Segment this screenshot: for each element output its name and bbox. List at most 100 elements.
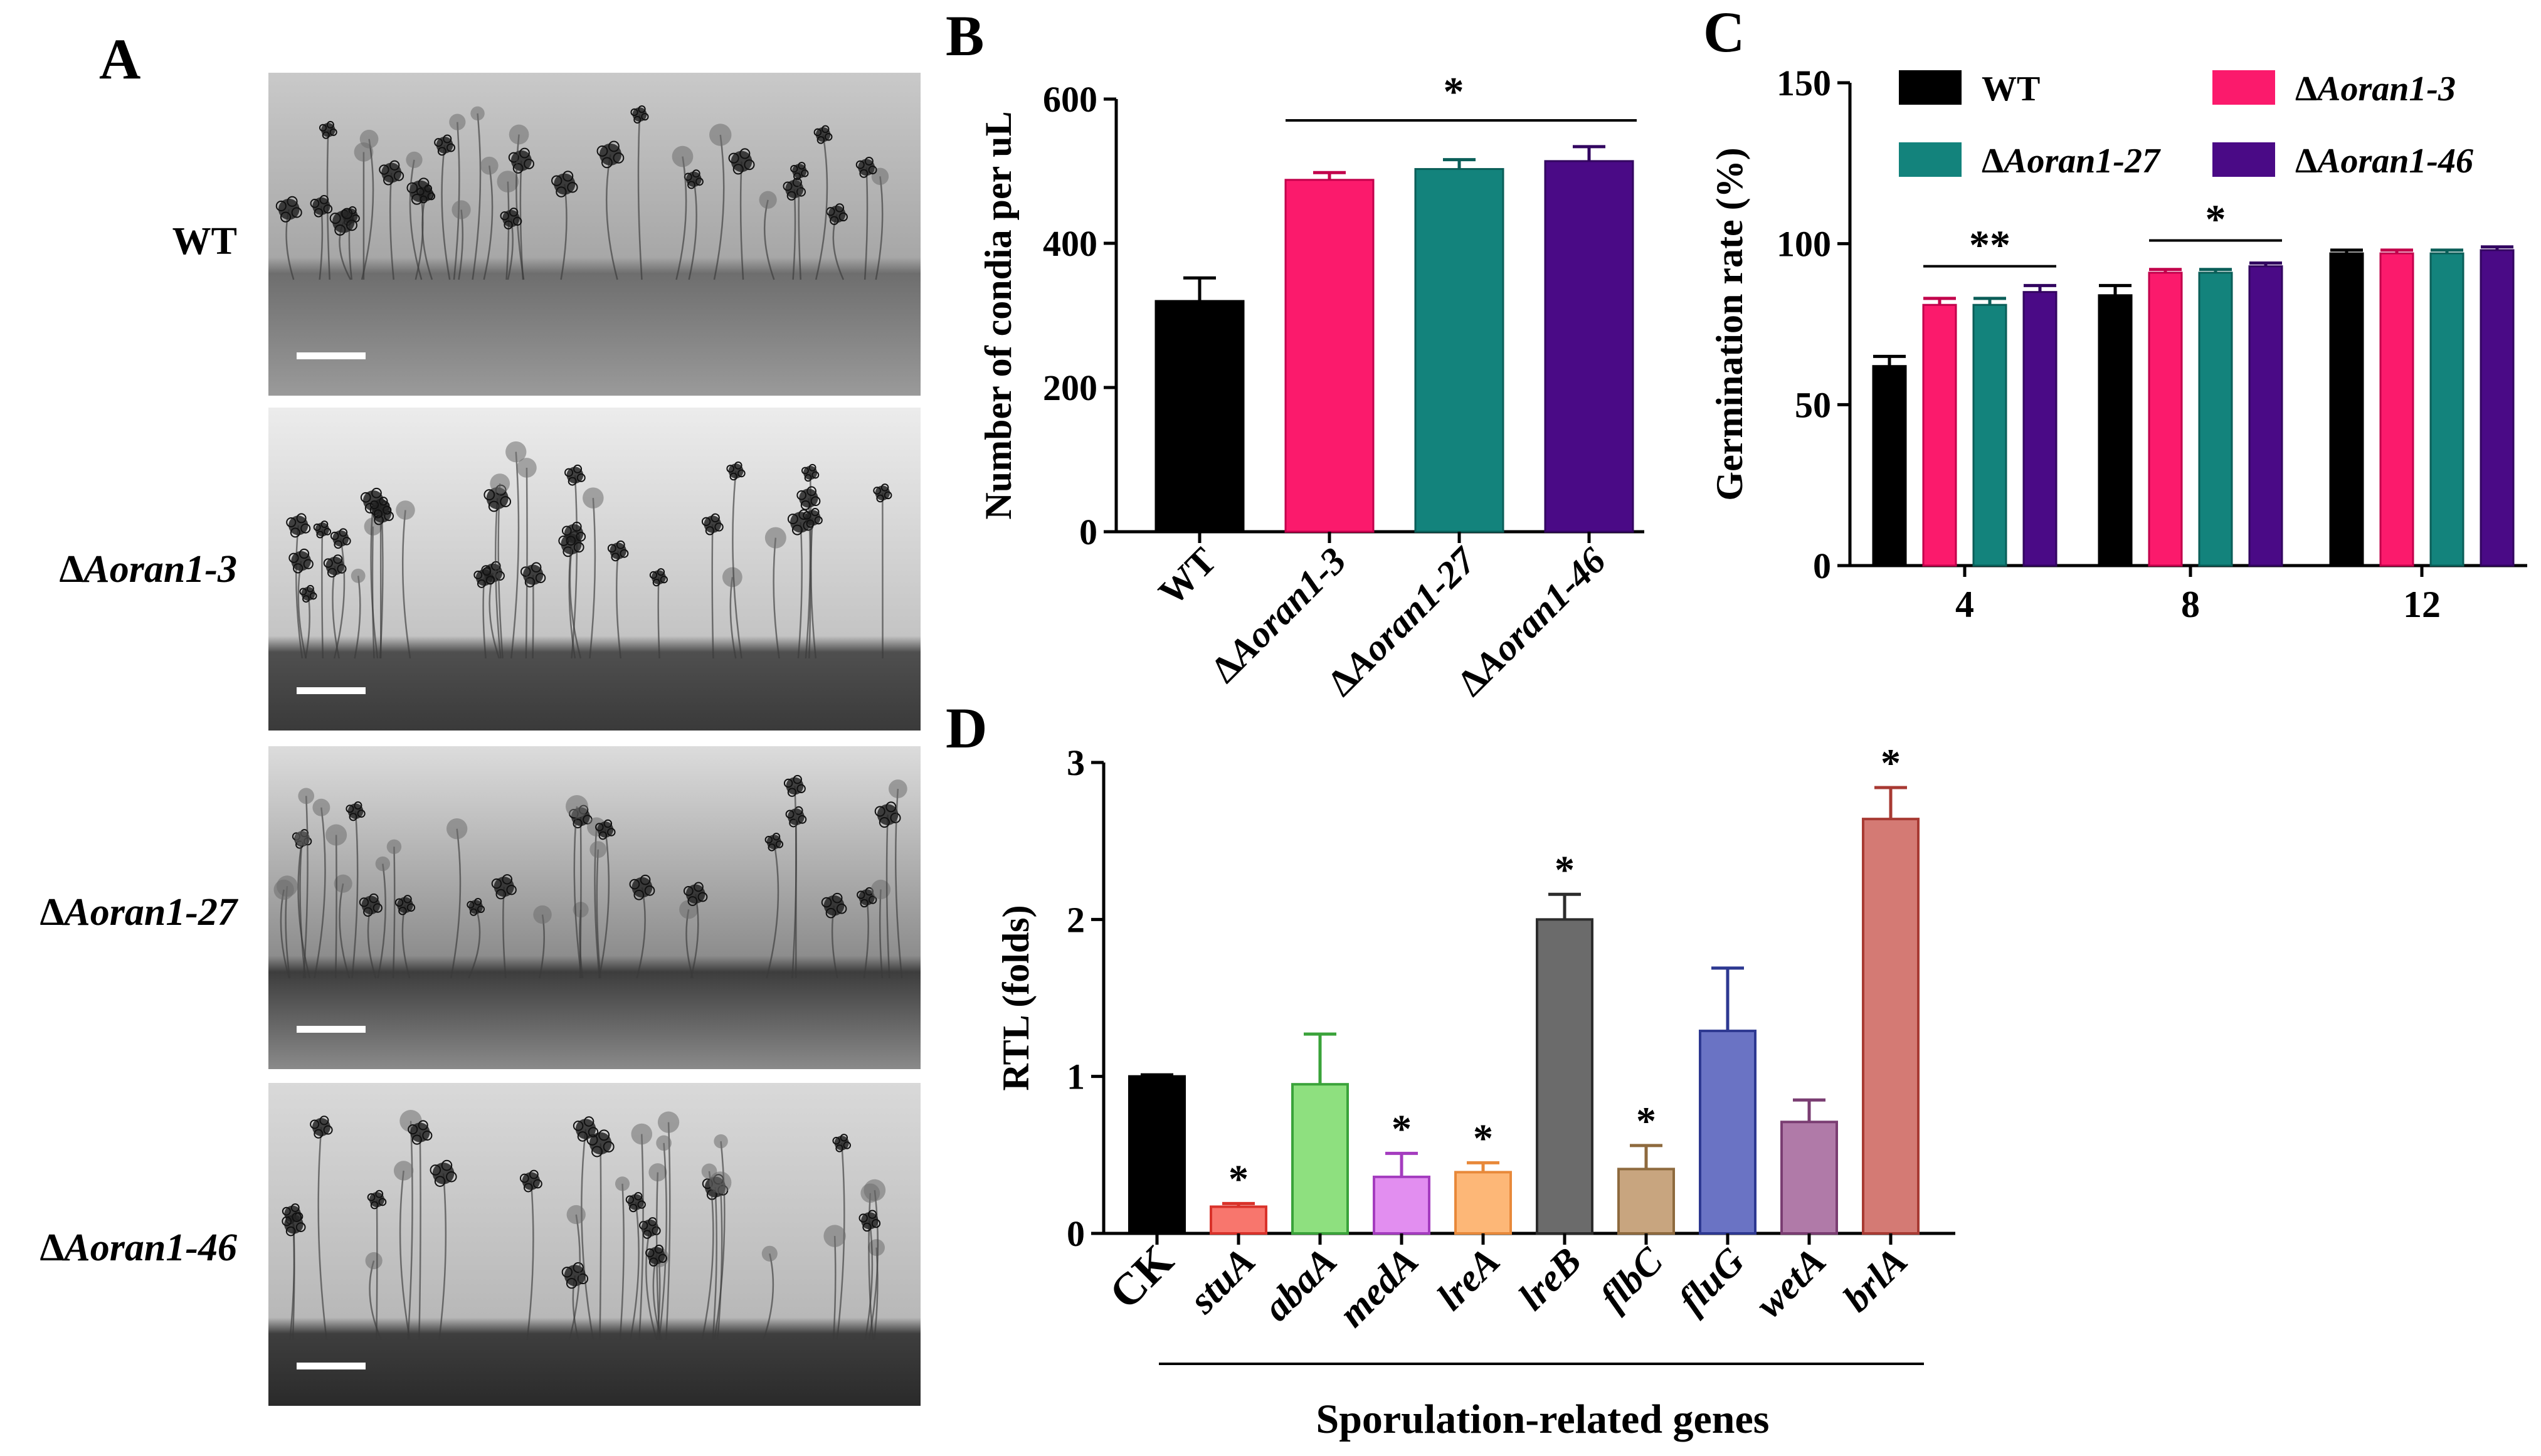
conidial-head [728,463,744,479]
conidium [880,483,889,492]
conidium [791,524,803,535]
conidial-head [766,835,781,850]
conidial-head [805,510,821,526]
conidium [843,1141,851,1149]
chart-c-bar-0-1 [1922,303,1957,567]
conidial-head [369,1192,385,1208]
conidium [561,525,572,536]
stalk [815,134,828,280]
panel-a-letter: A [99,27,141,91]
conidium [298,548,310,559]
conidial-head [888,779,907,798]
chart-c-bar-0-0 [1872,365,1907,567]
chart-d-bar-8 [1780,1121,1838,1235]
stalk [297,838,311,979]
conidium [330,531,339,541]
chart-d-ylabel: RTL (folds) [995,905,1037,1090]
conidium [316,530,324,539]
stalk [714,1141,726,1341]
stalk [713,134,725,280]
chart-c-ylabel: Germination rate (%) [1709,147,1750,500]
stalk [376,1200,378,1341]
chart-c-bar-1-2 [2198,272,2233,567]
conidium [874,806,885,817]
conidium [384,511,394,521]
conidial-head [610,542,626,559]
chart-d-significance-1: * [1228,1156,1249,1201]
conidium [796,187,806,197]
conidial-head [656,1135,672,1151]
stalk [354,576,361,659]
conidial-head [312,1117,330,1137]
conidium [383,175,394,186]
conidial-head [631,877,653,898]
conidial-head [722,567,742,588]
conidium [309,592,317,600]
conidial-head [502,209,520,228]
stalk [483,165,494,280]
conidial-head [764,527,786,549]
conidial-head [641,1219,659,1237]
conidium [291,207,302,218]
conidial-head [631,1123,653,1145]
conidium [282,1206,291,1216]
conidium [302,595,310,603]
conidium [346,219,357,231]
stalk [450,828,462,979]
conidium [637,1200,646,1209]
conidium [556,186,567,198]
stalk [581,1129,594,1341]
conidium [334,224,346,236]
conidium [470,908,478,916]
chart-d-xtick-label-0: CK [1099,1235,1183,1319]
conidium [744,159,755,171]
legend-label-2: ΔAoran1-27 [1982,142,2161,181]
conidium [566,1277,578,1289]
conidium [801,169,809,177]
conidial-head [815,127,831,142]
conidium [334,540,343,549]
conidium [293,563,304,574]
conidium [354,801,362,810]
conidial-head [396,500,415,520]
conidium [732,164,744,175]
conidium [406,182,418,194]
conidial-head [554,173,576,195]
micrograph-aoran1-3-svg [268,408,921,731]
conidiophores [286,441,892,659]
scale-bar [297,687,366,694]
conidium [657,568,665,576]
conidial-head [452,200,471,219]
conidium [424,184,433,193]
stalk [333,538,346,659]
conidial-head [386,839,402,855]
conidial-head [566,795,588,818]
conidium [485,576,495,585]
chart-d-bar-9 [1862,818,1920,1235]
stalk [773,537,780,659]
conidial-head [480,156,499,175]
conidium [292,1212,302,1222]
conidial-head [347,803,364,820]
conidium [446,143,455,152]
conidium [375,1190,384,1198]
conidium [567,182,578,193]
chart-c-bar-2-2 [2429,252,2464,567]
conidium [808,463,816,472]
conidium [813,128,822,137]
chart-c-bar-1-1 [2148,272,2183,567]
stalk [763,1253,774,1341]
conidium [786,191,796,201]
conidial-head [364,517,383,535]
chart-d-bar-1 [1210,1205,1267,1235]
stalk [712,1186,717,1341]
conidial-head [583,487,604,509]
conidial-head [522,1172,541,1190]
conidium [313,523,321,531]
conidium [598,1129,610,1141]
conidium [858,1213,868,1223]
panel-d-letter: D [946,696,987,760]
conidium [373,509,383,519]
conidium [867,1210,877,1219]
conidium [563,546,574,557]
